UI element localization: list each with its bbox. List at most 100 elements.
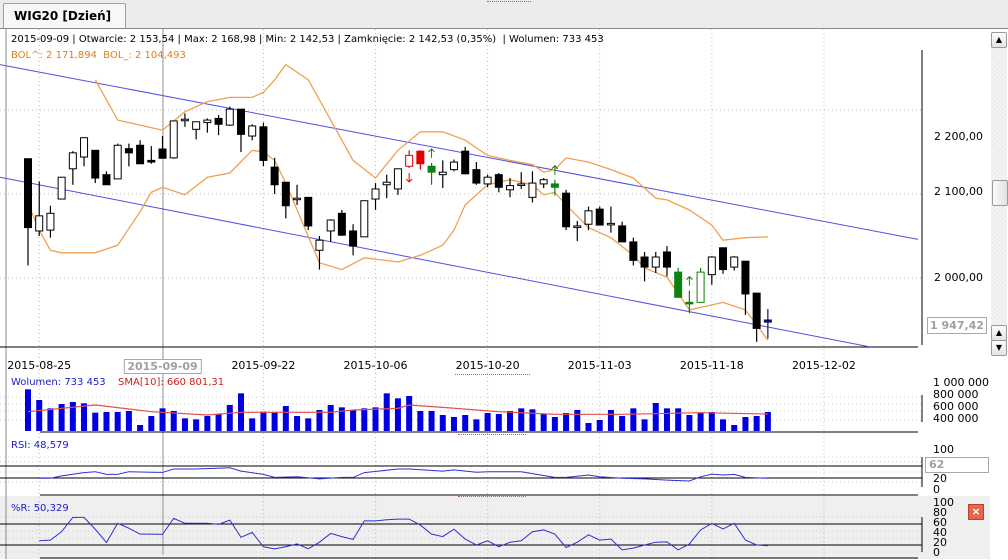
candle-body [80, 137, 89, 158]
volume-label: Wolumen: 733 453 [11, 377, 106, 388]
trend-channel-line [0, 64, 919, 240]
volume-bar [686, 415, 693, 431]
volume-bar [92, 412, 99, 431]
candle-body [393, 168, 402, 190]
candle-body [427, 165, 436, 173]
volume-sma-label: SMA[10]: 660 801,31 [118, 377, 225, 388]
candle-body [506, 185, 515, 191]
candle-body [337, 212, 346, 236]
volume-bar [518, 408, 525, 431]
volume-bar [652, 403, 659, 431]
up-arrow-icon [686, 275, 693, 286]
volume-bar [47, 408, 54, 431]
volume-tick-600000: 600 000 [933, 400, 979, 413]
volume-bar [417, 410, 424, 431]
candle-body [46, 212, 55, 231]
candle-body [68, 152, 77, 170]
candle-body [382, 181, 391, 186]
candle-body [494, 174, 503, 188]
candle-body [606, 222, 615, 226]
candle-body [483, 176, 492, 185]
date-tick-label: 2015-10-20 [455, 359, 520, 372]
red-dotted-mark [458, 434, 526, 435]
zoom-down-button[interactable]: ▼ [991, 340, 1007, 356]
williams-panel-background [0, 496, 990, 559]
bollinger-info: BOL^: 2 171,894 BOL_: 2 104,493 [11, 50, 186, 61]
date-tick-label: 2015-11-18 [679, 359, 744, 372]
candle-body [57, 176, 66, 200]
scrollbar-thumb[interactable] [992, 180, 1008, 206]
candle-body [136, 144, 145, 165]
candle-body [685, 301, 694, 305]
volume-bar [406, 396, 413, 431]
volume-bar [204, 416, 211, 431]
candle-body [674, 271, 683, 298]
wr-tick-100: 100 [933, 496, 954, 509]
rsi-line [39, 467, 768, 482]
volume-bar [58, 404, 65, 431]
volume-bar [764, 411, 771, 431]
candle-body [618, 225, 627, 243]
candle-body [248, 125, 257, 137]
tab-wig20[interactable]: WIG20 [Dzień] [3, 3, 127, 28]
volume-bar [507, 410, 514, 431]
volume-bar [529, 409, 536, 431]
volume-bar [316, 409, 323, 431]
volume-bar [574, 409, 581, 431]
red-dotted-mark [455, 374, 530, 375]
date-tick-label: 2015-09-22 [231, 359, 296, 372]
red-dotted-mark [458, 496, 526, 497]
volume-sma-line [27, 404, 768, 416]
bollinger-lower-line [27, 149, 769, 341]
candle-body [315, 239, 324, 251]
candle-body [91, 149, 100, 179]
wr-tick-20: 20 [933, 536, 947, 549]
volume-bar [249, 418, 256, 431]
volume-bar [495, 414, 502, 431]
volume-bar [641, 419, 648, 431]
candle-body [629, 241, 638, 261]
volume-bar [193, 419, 200, 431]
volume-bar [137, 425, 144, 431]
candle-body [763, 319, 772, 323]
volume-bar [260, 411, 267, 431]
volume-bar [540, 414, 547, 431]
candle-body [203, 119, 212, 124]
up-arrow-icon [428, 148, 435, 158]
candle-body [662, 251, 671, 268]
candle-body [124, 148, 133, 154]
volume-bar [350, 409, 357, 431]
candle-body [304, 196, 313, 227]
date-tick-label: 2015-12-02 [791, 359, 856, 372]
volume-tick-400000: 400 000 [933, 412, 979, 425]
candle-body [651, 256, 660, 268]
price-tick-2100: 2 100,00 [934, 185, 983, 198]
volume-bar [338, 407, 345, 431]
volume-bar [596, 419, 603, 431]
scroll-up-button[interactable]: ▲ [991, 32, 1007, 48]
volume-bar [361, 408, 368, 431]
candle-body [528, 182, 537, 198]
candle-body [158, 148, 167, 159]
rsi-label: RSI: 48,579 [11, 440, 69, 451]
zoom-up-button[interactable]: ▲ [991, 325, 1007, 341]
rsi-tick-100: 100 [933, 443, 954, 456]
volume-bar [226, 405, 233, 431]
candle-body [707, 256, 716, 276]
candle-body [472, 169, 481, 184]
volume-bar [439, 415, 446, 431]
volume-tick-800000: 800 000 [933, 388, 979, 401]
volume-bar [271, 412, 278, 431]
candle-body [752, 292, 761, 329]
candle-body [169, 120, 178, 159]
volume-bar [159, 408, 166, 431]
date-tick-label: 2015-11-03 [567, 359, 632, 372]
close-panel-button[interactable]: × [968, 504, 984, 520]
candle-body [550, 183, 559, 188]
candle-body [270, 166, 279, 186]
candle-body [640, 256, 649, 268]
candle-body [416, 150, 425, 165]
candle-body [192, 121, 201, 130]
volume-bar [675, 408, 682, 431]
